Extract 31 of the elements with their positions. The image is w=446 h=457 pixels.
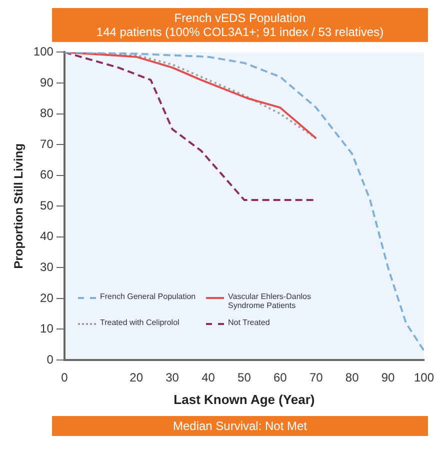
y-tick-label: 40 (40, 229, 54, 244)
y-tick-label: 20 (40, 290, 54, 305)
y-tick-label: 0 (46, 352, 54, 366)
x-tick-label: 0 (61, 370, 68, 385)
legend-label: Vascular Ehlers-Danlos Syndrome Patients (228, 292, 312, 310)
y-tick-label: 30 (40, 260, 54, 274)
y-axis-title: Proportion Still Living (12, 143, 26, 269)
legend-label: Treated with Celiprolol (100, 318, 180, 327)
y-tick-label: 50 (40, 198, 54, 212)
y-tick-label: 100 (33, 44, 54, 59)
legend-label: Not Treated (228, 318, 270, 327)
y-tick-label: 60 (40, 168, 54, 182)
y-tick-label: 90 (40, 75, 54, 90)
x-tick-label: 60 (273, 370, 288, 385)
x-tick-label: 100 (414, 370, 434, 385)
x-tick-label: 90 (381, 370, 396, 385)
x-tick-label: 80 (345, 370, 360, 385)
y-tick-label: 80 (40, 106, 54, 120)
x-tick-label: 30 (166, 370, 180, 385)
legend-label: French General Population (100, 292, 196, 301)
x-axis-title: Last Known Age (Year) (174, 392, 315, 407)
line-series (64, 52, 424, 352)
x-tick-label: 20 (130, 370, 144, 385)
x-tick-label: 40 (202, 370, 216, 385)
x-tick-label: 70 (309, 370, 324, 385)
y-tick-label: 10 (40, 322, 54, 336)
chart-subtitle: 144 patients (100% COL3A1+; 91 index / 53 relatives) (95, 25, 385, 39)
chart-title: French vEDS Population (173, 11, 307, 25)
y-tick-label: 70 (40, 136, 54, 151)
text: Median Survival: Not Met (52, 416, 428, 436)
x-tick-label: 50 (238, 370, 252, 385)
